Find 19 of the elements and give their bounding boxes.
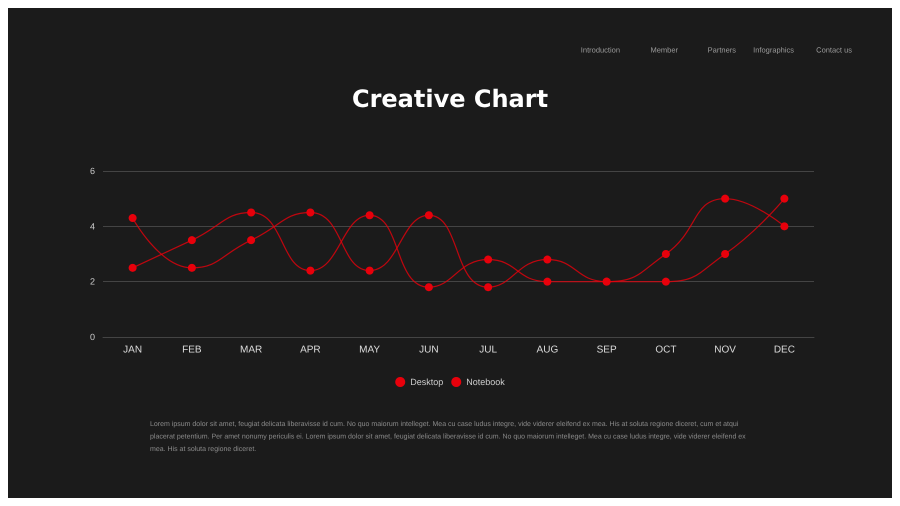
y-tick-label: 6 [90, 166, 95, 176]
x-tick-label: MAY [359, 344, 380, 356]
x-tick-label: APR [300, 344, 321, 356]
chart-title: Creative Chart [352, 85, 548, 113]
y-tick-label: 2 [90, 276, 95, 287]
legend-label: Desktop [410, 377, 444, 387]
y-tick-label: 0 [90, 332, 95, 342]
x-tick-label: JAN [123, 344, 142, 356]
x-tick-label: OCT [655, 344, 676, 356]
y-tick-label: 4 [90, 221, 95, 232]
x-tick-label: DEC [774, 344, 795, 356]
x-tick-label: NOV [714, 344, 736, 356]
x-tick-label: MAR [240, 344, 262, 356]
x-tick-label: JUL [479, 344, 498, 356]
x-tick-label: FEB [182, 344, 202, 356]
x-tick-label: JUN [419, 344, 439, 356]
legend-label: Notebook [466, 377, 506, 387]
x-tick-label: SEP [596, 344, 617, 356]
x-tick-label: AUG [536, 344, 558, 356]
